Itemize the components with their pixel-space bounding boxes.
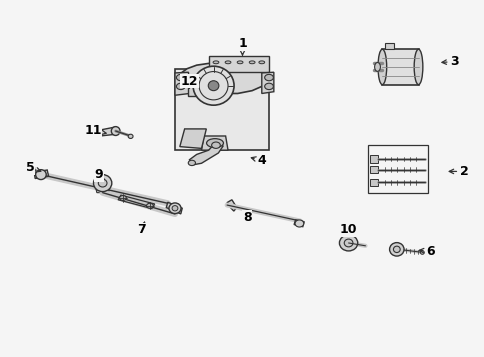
Text: 11: 11 (84, 124, 106, 137)
Ellipse shape (237, 61, 242, 64)
Text: 2: 2 (448, 165, 468, 178)
Polygon shape (261, 72, 273, 94)
Polygon shape (175, 72, 189, 95)
Polygon shape (100, 127, 116, 136)
Ellipse shape (35, 170, 46, 180)
Ellipse shape (26, 162, 30, 165)
Polygon shape (189, 143, 223, 165)
Ellipse shape (128, 134, 133, 139)
Ellipse shape (258, 61, 264, 64)
Ellipse shape (119, 196, 126, 201)
Ellipse shape (93, 175, 112, 192)
Text: 3: 3 (441, 55, 458, 68)
Ellipse shape (393, 246, 399, 252)
Ellipse shape (211, 142, 220, 149)
Ellipse shape (176, 83, 185, 90)
Polygon shape (188, 79, 202, 96)
Ellipse shape (249, 61, 255, 64)
Ellipse shape (168, 203, 181, 213)
Polygon shape (369, 166, 377, 173)
Text: 7: 7 (136, 222, 145, 236)
Ellipse shape (188, 160, 195, 166)
Polygon shape (369, 178, 377, 186)
Polygon shape (180, 129, 206, 149)
Polygon shape (384, 43, 393, 49)
Ellipse shape (225, 61, 230, 64)
Text: 12: 12 (181, 75, 198, 89)
Ellipse shape (294, 220, 303, 227)
Polygon shape (369, 156, 377, 162)
Text: 4: 4 (251, 154, 266, 167)
Text: 5: 5 (26, 161, 41, 174)
Polygon shape (381, 49, 418, 85)
Polygon shape (208, 56, 269, 72)
Ellipse shape (374, 62, 379, 71)
Ellipse shape (98, 179, 107, 187)
Ellipse shape (264, 74, 273, 81)
Polygon shape (118, 195, 154, 208)
Text: 1: 1 (238, 37, 246, 55)
Ellipse shape (193, 66, 234, 105)
Ellipse shape (389, 243, 403, 256)
Polygon shape (175, 69, 269, 150)
Polygon shape (293, 220, 303, 227)
Ellipse shape (176, 74, 185, 81)
Ellipse shape (206, 139, 223, 147)
Polygon shape (201, 136, 227, 150)
Ellipse shape (377, 49, 386, 85)
Ellipse shape (420, 251, 424, 254)
Ellipse shape (146, 203, 153, 208)
Ellipse shape (172, 206, 178, 211)
Ellipse shape (212, 61, 218, 64)
Ellipse shape (190, 84, 194, 87)
Polygon shape (95, 187, 110, 193)
Ellipse shape (344, 239, 352, 247)
Polygon shape (227, 200, 236, 211)
Ellipse shape (413, 49, 422, 85)
Ellipse shape (339, 235, 357, 251)
Polygon shape (166, 202, 182, 214)
Ellipse shape (208, 81, 218, 91)
Polygon shape (176, 62, 269, 94)
Text: 9: 9 (94, 169, 104, 181)
Text: 8: 8 (242, 211, 251, 224)
Polygon shape (34, 170, 48, 178)
Text: 10: 10 (339, 223, 357, 236)
Text: 6: 6 (419, 245, 434, 258)
Bar (367, 145, 427, 193)
Ellipse shape (111, 127, 120, 135)
Ellipse shape (264, 83, 273, 90)
